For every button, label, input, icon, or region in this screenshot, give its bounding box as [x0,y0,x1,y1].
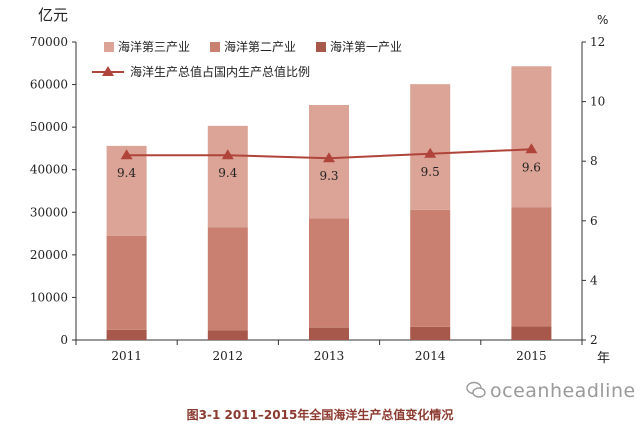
bar-segment-3 [410,84,451,210]
bar-segment-2 [511,207,552,327]
bar-segment-2 [106,235,147,330]
bar-segment-1 [410,326,451,340]
figure-caption: 图3-1 2011–2015年全国海洋生产总值变化情况 [186,408,454,422]
ratio-data-label: 9.4 [117,166,136,180]
y-left-tick-label: 70000 [30,35,68,49]
x-tick-label: 2011 [111,349,142,363]
legend-label: 海洋第一产业 [330,39,402,54]
y-left-tick-label: 60000 [30,78,68,92]
ratio-marker [525,143,538,154]
ratio-marker [323,152,335,163]
x-tick-label: 2012 [213,349,244,363]
y-left-tick-label: 50000 [30,120,68,134]
bar-segment-1 [511,326,552,340]
bar-segment-1 [207,330,248,340]
ratio-data-label: 9.5 [421,165,440,179]
y-right-tick-label: 10 [590,95,605,109]
bar-segment-1 [106,329,147,340]
legend-label: 海洋第三产业 [118,39,190,54]
ratio-data-label: 9.3 [319,169,338,183]
bar-segment-2 [309,218,349,328]
y-right-tick-label: 12 [590,35,605,49]
legend-swatch [316,42,326,52]
ratio-data-label: 9.4 [218,166,237,180]
watermark-text: oceanheadline [490,380,636,402]
ratio-marker [424,147,437,158]
y-left-tick-label: 40000 [30,163,68,177]
y-right-unit-label: % [597,13,608,27]
y-right-tick-label: 2 [590,333,598,347]
legend-line-marker [102,66,114,76]
y-left-tick-label: 10000 [30,290,68,304]
ratio-marker [221,149,234,160]
bar-segment-3 [511,66,552,208]
bar-segment-2 [410,209,451,327]
x-tick-label: 2014 [415,349,446,363]
bar-segment-3 [106,145,147,236]
wechat-icon [466,381,486,398]
bar-segment-2 [207,227,248,331]
ratio-marker [120,149,133,160]
y-right-tick-label: 8 [590,154,598,168]
bar-segment-1 [309,327,349,340]
y-right-tick-label: 4 [590,273,598,287]
x-tick-label: 2013 [314,349,345,363]
legend-label: 海洋生产总值占国内生产总值比例 [130,64,310,79]
x-tick-label: 2015 [516,349,547,363]
y-left-tick-label: 20000 [30,248,68,262]
legend-swatch [104,42,114,52]
watermark: oceanheadline [466,380,636,402]
legend-label: 海洋第二产业 [224,39,296,54]
y-left-tick-label: 0 [60,333,68,347]
x-unit-label: 年 [597,351,610,366]
y-left-tick-label: 30000 [30,205,68,219]
y-left-unit-label: 亿元 [38,6,68,24]
y-right-tick-label: 6 [590,214,598,228]
bar-segment-3 [207,125,248,228]
legend-swatch [210,42,220,52]
ratio-data-label: 9.6 [522,160,541,174]
